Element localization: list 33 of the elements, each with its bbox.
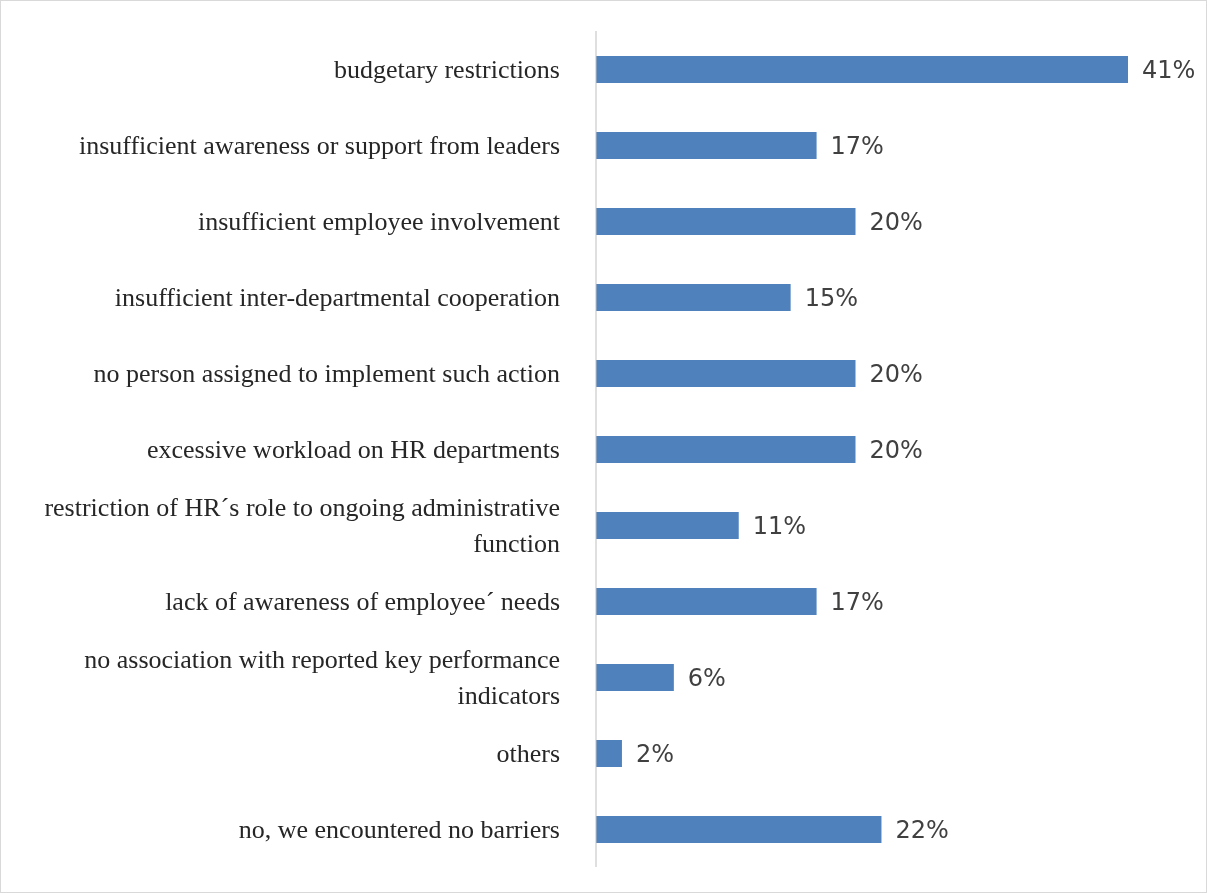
- bar: [596, 132, 817, 159]
- bar: [596, 284, 791, 311]
- data-label: 15%: [804, 284, 858, 313]
- y-tick-label: others: [496, 738, 560, 768]
- y-tick-label: restriction of HR´s role to ongoing administrative function: [44, 492, 560, 558]
- data-label: 22%: [895, 816, 949, 845]
- bar: [596, 740, 622, 767]
- y-tick-label: insufficient awareness or support from leaders: [78, 130, 560, 160]
- bar: [596, 664, 674, 691]
- bar: [596, 208, 856, 235]
- bar: [596, 588, 817, 615]
- y-tick-label: budgetary restrictions: [334, 54, 560, 84]
- y-tick-label: lack of awareness of employee´ needs: [165, 586, 560, 616]
- y-tick-label: excessive workload on HR departments: [146, 434, 560, 464]
- data-label: 20%: [869, 208, 923, 237]
- y-tick-label: insufficient inter-departmental cooperation: [114, 282, 560, 312]
- data-label: 17%: [830, 132, 884, 161]
- data-label: 2%: [635, 740, 675, 769]
- y-tick-label: no person assigned to implement such action: [93, 358, 560, 388]
- data-label: 6%: [687, 664, 726, 693]
- data-label: 41%: [1142, 56, 1196, 85]
- y-tick-label: no, we encountered no barriers: [238, 814, 560, 844]
- data-label: 20%: [869, 436, 923, 465]
- bar: [596, 360, 856, 387]
- bar: [596, 56, 1128, 83]
- bar: [596, 816, 882, 843]
- y-tick-label: insufficient employee involvement: [198, 206, 561, 236]
- data-label: 11%: [752, 512, 807, 541]
- y-tick-label: no association with reported key performance indicators: [84, 644, 560, 710]
- data-label: 17%: [830, 588, 884, 617]
- data-label: 20%: [869, 360, 923, 389]
- bar: [596, 436, 856, 463]
- bar: [596, 512, 739, 539]
